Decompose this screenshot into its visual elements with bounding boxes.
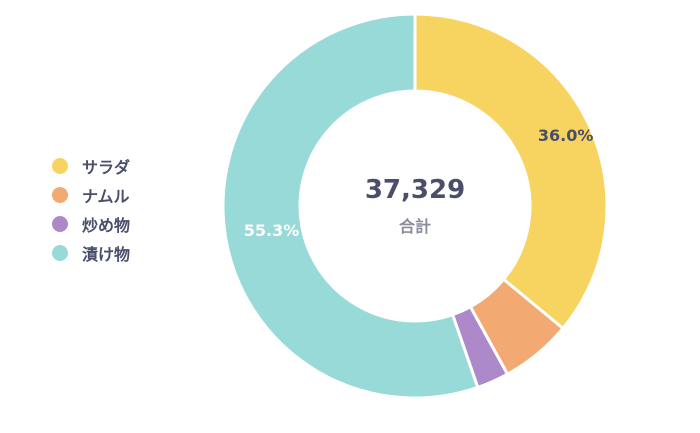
legend-swatch: [52, 157, 68, 174]
slice-0[interactable]: [413, 12, 609, 331]
legend-item[interactable]: 炒め物: [52, 209, 130, 238]
legend-item[interactable]: ナムル: [52, 180, 130, 209]
legend-item[interactable]: 漬け物: [52, 238, 130, 267]
data-label-3: 55.3%: [244, 221, 300, 240]
legend-label: ナムル: [82, 186, 130, 206]
legend-swatch: [52, 186, 68, 203]
legend-label: サラダ: [82, 157, 131, 177]
legend: サラダナムル炒め物漬け物: [52, 151, 130, 267]
center-label: 合計: [399, 217, 431, 236]
data-label-0: 36.0%: [538, 126, 594, 145]
legend-label: 漬け物: [82, 244, 131, 264]
slice-3[interactable]: [221, 12, 480, 400]
legend-item[interactable]: サラダ: [52, 151, 130, 180]
center-total: 37,329: [365, 175, 465, 205]
legend-label: 炒め物: [82, 215, 131, 235]
legend-swatch: [52, 244, 68, 261]
legend-swatch: [52, 215, 68, 232]
